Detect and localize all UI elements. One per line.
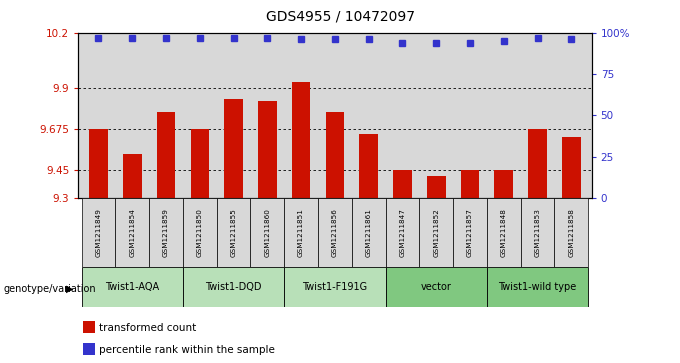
Bar — [360, 134, 378, 198]
Bar — [190, 129, 209, 198]
Bar — [149, 198, 183, 267]
Text: Twist1-AQA: Twist1-AQA — [105, 282, 159, 292]
Bar — [217, 198, 250, 267]
Bar — [123, 154, 141, 198]
Text: GSM1211852: GSM1211852 — [433, 208, 439, 257]
Bar — [183, 267, 284, 307]
Bar — [156, 111, 175, 198]
Bar — [453, 198, 487, 267]
Bar — [284, 198, 318, 267]
Text: GSM1211850: GSM1211850 — [197, 208, 203, 257]
Text: GSM1211856: GSM1211856 — [332, 208, 338, 257]
Text: transformed count: transformed count — [99, 323, 196, 333]
Bar — [528, 129, 547, 198]
Bar — [84, 343, 95, 355]
Bar — [554, 198, 588, 267]
Bar — [494, 170, 513, 198]
Text: percentile rank within the sample: percentile rank within the sample — [99, 345, 275, 355]
Bar — [116, 198, 149, 267]
Bar — [352, 198, 386, 267]
Text: GSM1211853: GSM1211853 — [534, 208, 541, 257]
Text: GSM1211861: GSM1211861 — [366, 208, 372, 257]
Text: GSM1211851: GSM1211851 — [298, 208, 304, 257]
Bar — [393, 170, 412, 198]
Text: GSM1211857: GSM1211857 — [467, 208, 473, 257]
Text: GSM1211848: GSM1211848 — [500, 208, 507, 257]
Bar — [521, 198, 554, 267]
Text: ▶: ▶ — [66, 284, 73, 294]
Bar — [82, 267, 183, 307]
Bar — [461, 170, 479, 198]
Text: GSM1211860: GSM1211860 — [265, 208, 271, 257]
Bar — [284, 267, 386, 307]
Text: genotype/variation: genotype/variation — [3, 284, 96, 294]
Bar — [292, 82, 310, 198]
Text: GSM1211847: GSM1211847 — [399, 208, 405, 257]
Bar — [487, 198, 521, 267]
Bar — [250, 198, 284, 267]
Bar — [82, 198, 116, 267]
Bar — [386, 198, 420, 267]
Text: GSM1211855: GSM1211855 — [231, 208, 237, 257]
Bar — [84, 321, 95, 333]
Text: Twist1-F191G: Twist1-F191G — [303, 282, 367, 292]
Bar — [562, 137, 581, 198]
Text: vector: vector — [421, 282, 452, 292]
Bar — [487, 267, 588, 307]
Bar — [89, 129, 107, 198]
Bar — [224, 99, 243, 198]
Bar — [183, 198, 217, 267]
Text: GSM1211858: GSM1211858 — [568, 208, 575, 257]
Bar — [326, 111, 344, 198]
Text: GSM1211849: GSM1211849 — [95, 208, 101, 257]
Bar — [258, 101, 277, 198]
Bar — [427, 176, 445, 198]
Text: GSM1211859: GSM1211859 — [163, 208, 169, 257]
Bar — [386, 267, 487, 307]
Text: GSM1211854: GSM1211854 — [129, 208, 135, 257]
Text: GDS4955 / 10472097: GDS4955 / 10472097 — [265, 9, 415, 23]
Text: Twist1-wild type: Twist1-wild type — [498, 282, 577, 292]
Text: Twist1-DQD: Twist1-DQD — [205, 282, 262, 292]
Bar — [420, 198, 453, 267]
Bar — [318, 198, 352, 267]
